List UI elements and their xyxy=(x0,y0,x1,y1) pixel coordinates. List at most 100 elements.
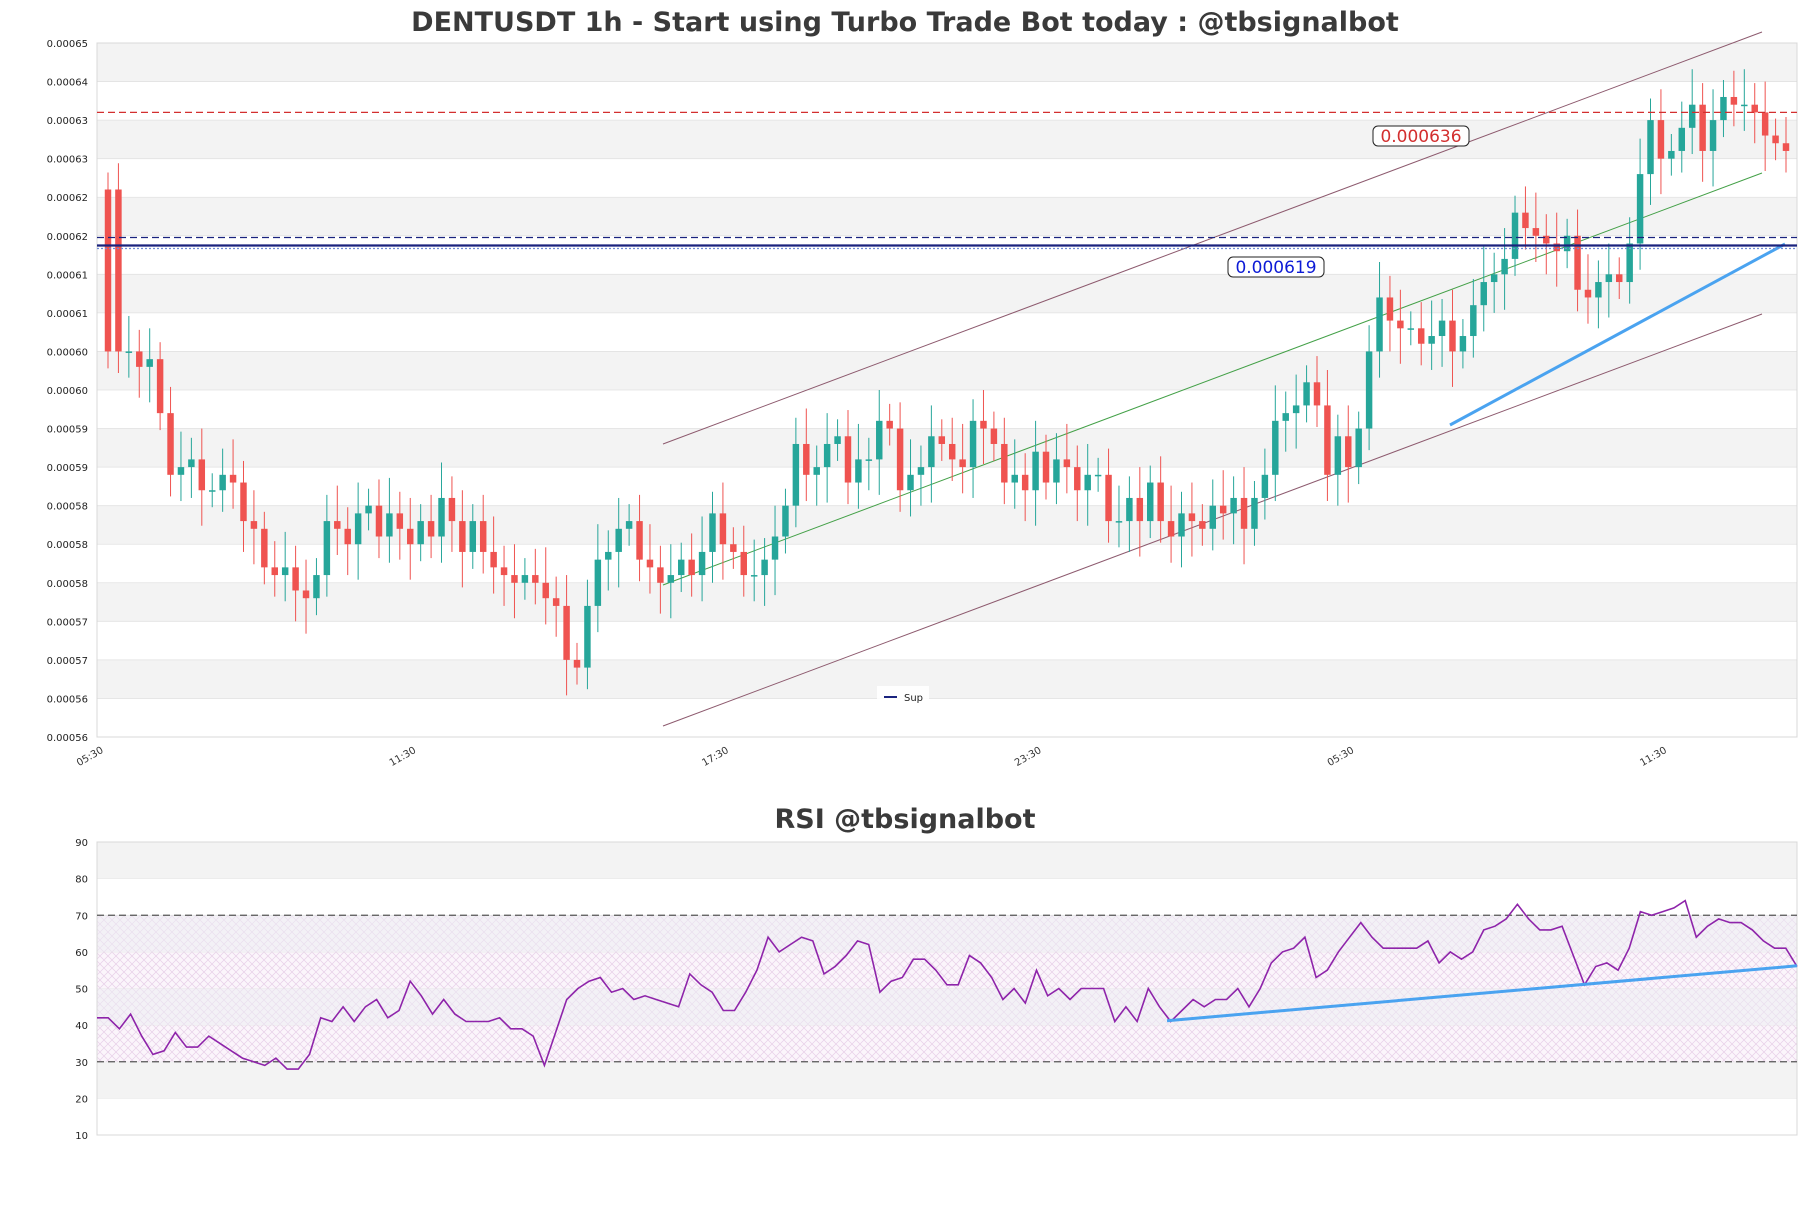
candle-body xyxy=(1699,104,1706,151)
support-trend-line xyxy=(1449,242,1786,427)
candle-body xyxy=(803,443,810,475)
candle-body xyxy=(1032,451,1039,491)
rsi-y-tick-label: 40 xyxy=(75,1021,88,1032)
candle-body xyxy=(1636,174,1644,244)
candle-body xyxy=(959,459,966,468)
x-tick-label: 05:30 xyxy=(1326,745,1356,769)
candle-body xyxy=(1751,104,1758,113)
candle-body xyxy=(1657,120,1665,159)
candle-body xyxy=(125,351,133,353)
rsi-grid-band xyxy=(97,842,1797,879)
y-tick-label: 0.00060 xyxy=(47,347,88,358)
candle-body xyxy=(625,521,633,529)
candle-body xyxy=(1251,497,1258,529)
candle-body xyxy=(459,521,466,552)
candle-body xyxy=(1105,474,1112,522)
y-tick-label: 0.00056 xyxy=(47,733,88,744)
candle-body xyxy=(792,443,800,506)
rsi-line xyxy=(97,899,1798,1070)
candle-body xyxy=(636,521,643,560)
candle-body xyxy=(1522,212,1529,229)
candle-body xyxy=(334,521,341,529)
candle-body xyxy=(1199,521,1206,529)
candle-body xyxy=(1761,112,1769,136)
candle-body xyxy=(1365,351,1373,429)
candle-body xyxy=(855,459,862,483)
y-tick-label: 0.00059 xyxy=(47,463,88,474)
candle-body xyxy=(1001,443,1008,483)
candle-body xyxy=(1230,497,1237,514)
candle-body xyxy=(1480,282,1487,306)
candle-body xyxy=(876,420,883,460)
candle-body xyxy=(1553,243,1560,252)
y-tick-label: 0.00061 xyxy=(47,270,88,281)
rsi-trend-line xyxy=(1166,964,1798,1023)
x-tick-label: 05:30 xyxy=(75,745,105,769)
candle-body xyxy=(1136,497,1144,522)
candle-body xyxy=(386,513,393,537)
candle-body xyxy=(990,428,998,444)
candle-body xyxy=(1720,96,1727,121)
candle-body xyxy=(1272,420,1279,475)
candle-body xyxy=(479,521,487,552)
main-chart-title: DENTUSDT 1h - Start using Turbo Trade Bo… xyxy=(411,7,1399,38)
candle-body xyxy=(354,513,362,545)
candle-body xyxy=(1313,382,1321,406)
resistance-label: 0.000636 xyxy=(1372,125,1470,147)
candle-body xyxy=(1417,328,1425,344)
rsi-y-tick-label: 60 xyxy=(75,948,88,959)
candle-body xyxy=(969,420,977,468)
grid-band xyxy=(97,120,1797,159)
candle-body xyxy=(438,497,445,537)
main-x-axis: 05:30 11:30 17:30 23:30 05:30 11:30 xyxy=(75,745,1669,769)
candle-body xyxy=(1772,135,1779,144)
candle-body xyxy=(1730,96,1738,105)
candle-body xyxy=(261,528,268,568)
candle-body xyxy=(646,559,654,568)
y-tick-label: 0.00060 xyxy=(47,386,88,397)
candle-body xyxy=(865,459,873,461)
y-tick-label: 0.00058 xyxy=(47,579,88,590)
y-tick-label: 0.00056 xyxy=(47,694,88,705)
grid-band xyxy=(97,351,1797,390)
rsi-y-tick-label: 50 xyxy=(75,985,88,996)
candle-body xyxy=(281,567,289,576)
y-tick-label: 0.00063 xyxy=(47,116,88,127)
candle-body xyxy=(563,605,570,660)
candle-body xyxy=(948,443,956,460)
rsi-y-tick-label: 80 xyxy=(75,875,88,886)
candle-body xyxy=(156,359,164,414)
candle-body xyxy=(605,551,612,560)
rsi-y-tick-label: 20 xyxy=(75,1094,88,1105)
candle-body xyxy=(1334,436,1342,475)
candle-body xyxy=(1345,436,1352,468)
candle-body xyxy=(594,559,602,606)
rsi-y-tick-label: 90 xyxy=(75,838,88,849)
candle-body xyxy=(771,536,779,560)
x-tick-label: 11:30 xyxy=(1638,745,1668,769)
candle-body xyxy=(1240,497,1248,529)
candle-body xyxy=(730,544,737,552)
y-tick-label: 0.00061 xyxy=(47,309,88,320)
rsi-plot-frame xyxy=(96,841,1798,1136)
candle-body xyxy=(542,582,549,599)
support-label: 0.000619 xyxy=(1227,256,1325,278)
candle-body xyxy=(719,513,727,545)
candle-body xyxy=(302,590,310,599)
candle-body xyxy=(740,551,747,576)
price-levels xyxy=(97,111,1797,250)
candle-body xyxy=(1501,258,1508,275)
candle-body xyxy=(1470,305,1477,337)
rsi-grid-band xyxy=(97,915,1797,952)
rsi-y-tick-label: 10 xyxy=(75,1131,88,1142)
candle-body xyxy=(938,436,946,444)
candle-body xyxy=(1741,104,1748,107)
candle-body xyxy=(1011,474,1018,483)
candle-body xyxy=(1355,428,1362,468)
x-tick-label: 17:30 xyxy=(700,745,730,769)
candle-body xyxy=(1021,474,1029,491)
candle-body xyxy=(709,513,716,552)
candle-body xyxy=(407,528,414,545)
candle-body xyxy=(490,551,497,568)
candle-body xyxy=(1407,328,1415,330)
